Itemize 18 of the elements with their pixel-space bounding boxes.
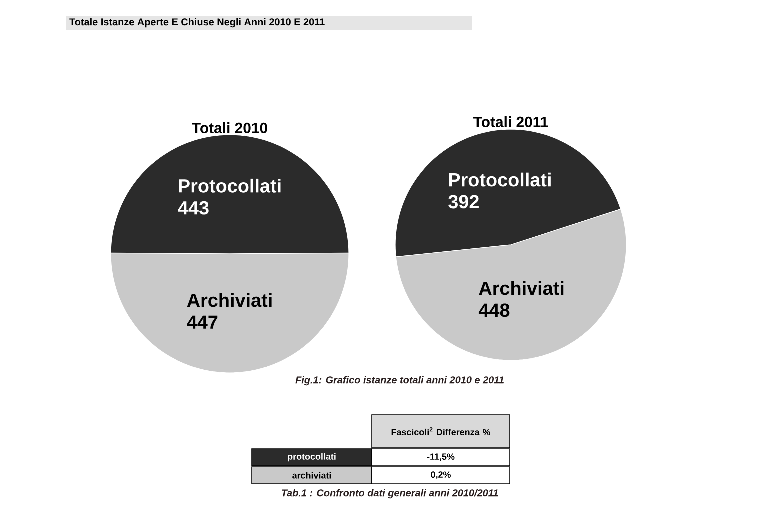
data-label: 392 — [448, 195, 479, 209]
text: -11,5% — [427, 454, 455, 462]
text: protocollati — [288, 453, 336, 462]
text: archiviati — [292, 472, 332, 479]
text: 0,2% — [431, 472, 451, 480]
chart-title: Totali 2011 — [474, 116, 548, 128]
data-label: 448 — [478, 304, 510, 318]
slice-label: Protocollati — [449, 172, 551, 187]
text: Totale Istanze Aperte E Chiuse Negli Anni 2010 E 2011 — [70, 18, 325, 28]
data-label: 443 — [178, 201, 209, 215]
slice-label: Archiviati — [187, 293, 272, 308]
caption: Fig.1: Grafico istanze totali anni 2010 e 2011 — [296, 376, 504, 386]
chart-title: Totali 2010 — [192, 122, 268, 134]
slice-label: Protocollati — [179, 178, 281, 193]
text: Fascicoli$^{2}$ Differenza % — [392, 427, 491, 436]
data-label: 447 — [187, 316, 218, 329]
slice-label: Archiviati — [479, 281, 564, 296]
caption: Tab.1 : Confronto dati generali anni 2010/2011 — [282, 489, 498, 499]
